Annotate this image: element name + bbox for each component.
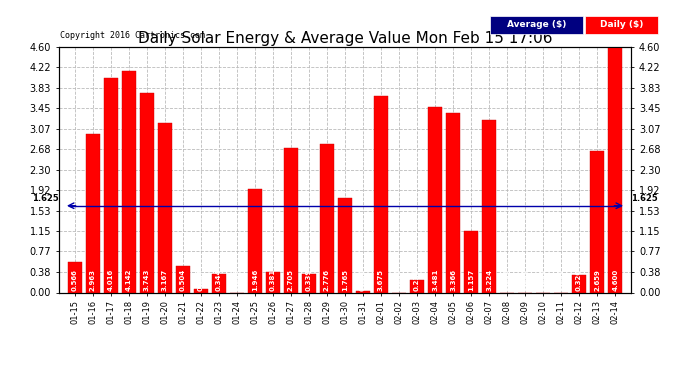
Bar — [609, 47, 622, 292]
Text: 3.675: 3.675 — [378, 269, 384, 291]
Bar — [266, 272, 279, 292]
Bar — [284, 148, 297, 292]
Text: 0.000: 0.000 — [396, 269, 402, 291]
Text: 1.946: 1.946 — [252, 269, 258, 291]
Bar — [86, 134, 99, 292]
Text: 2.705: 2.705 — [288, 269, 294, 291]
Bar — [374, 96, 388, 292]
Bar — [302, 274, 316, 292]
Bar — [338, 198, 352, 292]
Text: 0.000: 0.000 — [522, 269, 528, 291]
Text: 4.142: 4.142 — [126, 269, 132, 291]
Text: 0.504: 0.504 — [180, 269, 186, 291]
Bar — [68, 262, 81, 292]
Bar — [591, 150, 604, 292]
Text: 0.238: 0.238 — [414, 269, 420, 291]
Text: 0.344: 0.344 — [216, 269, 222, 291]
Text: 3.167: 3.167 — [162, 269, 168, 291]
Bar — [428, 106, 442, 292]
Bar — [158, 123, 172, 292]
Bar — [573, 275, 586, 292]
Text: 3.743: 3.743 — [144, 269, 150, 291]
Bar — [104, 78, 117, 292]
Bar — [446, 113, 460, 292]
Bar — [411, 280, 424, 292]
Text: 0.021: 0.021 — [360, 269, 366, 291]
Text: Daily ($): Daily ($) — [600, 20, 643, 29]
Bar — [320, 144, 334, 292]
Bar — [464, 231, 477, 292]
Text: 3.366: 3.366 — [450, 269, 456, 291]
Bar — [248, 189, 262, 292]
Text: 0.000: 0.000 — [234, 269, 240, 291]
Bar — [213, 274, 226, 292]
Text: 0.057: 0.057 — [198, 269, 204, 291]
Text: 3.481: 3.481 — [432, 269, 438, 291]
Text: 1.625: 1.625 — [631, 194, 658, 203]
Title: Daily Solar Energy & Average Value Mon Feb 15 17:06: Daily Solar Energy & Average Value Mon F… — [138, 31, 552, 46]
Text: 0.566: 0.566 — [72, 270, 78, 291]
Text: 3.224: 3.224 — [486, 269, 492, 291]
Text: 0.381: 0.381 — [270, 269, 276, 291]
Text: 0.000: 0.000 — [504, 269, 510, 291]
Text: 1.765: 1.765 — [342, 269, 348, 291]
Text: 0.000: 0.000 — [558, 269, 564, 291]
Text: 4.016: 4.016 — [108, 269, 114, 291]
Text: 0.339: 0.339 — [306, 269, 312, 291]
Bar — [140, 93, 154, 292]
Text: 2.963: 2.963 — [90, 269, 96, 291]
Text: 1.157: 1.157 — [468, 269, 474, 291]
Text: Average ($): Average ($) — [506, 20, 566, 29]
Text: Copyright 2016 Cartronics.com: Copyright 2016 Cartronics.com — [59, 32, 204, 40]
Bar — [122, 71, 136, 292]
Text: 2.659: 2.659 — [594, 270, 600, 291]
Bar — [176, 266, 190, 292]
Bar — [356, 291, 370, 292]
Bar — [194, 290, 208, 292]
Text: 1.625: 1.625 — [32, 194, 59, 203]
Text: 0.000: 0.000 — [540, 269, 546, 291]
Bar — [482, 120, 496, 292]
Text: 2.776: 2.776 — [324, 269, 330, 291]
Text: 4.600: 4.600 — [612, 269, 618, 291]
Text: 0.320: 0.320 — [576, 269, 582, 291]
